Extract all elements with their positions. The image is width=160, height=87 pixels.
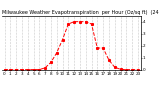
Text: Milwaukee Weather Evapotranspiration  per Hour (Oz/sq ft)  (24 Hours): Milwaukee Weather Evapotranspiration per… [2,10,160,15]
